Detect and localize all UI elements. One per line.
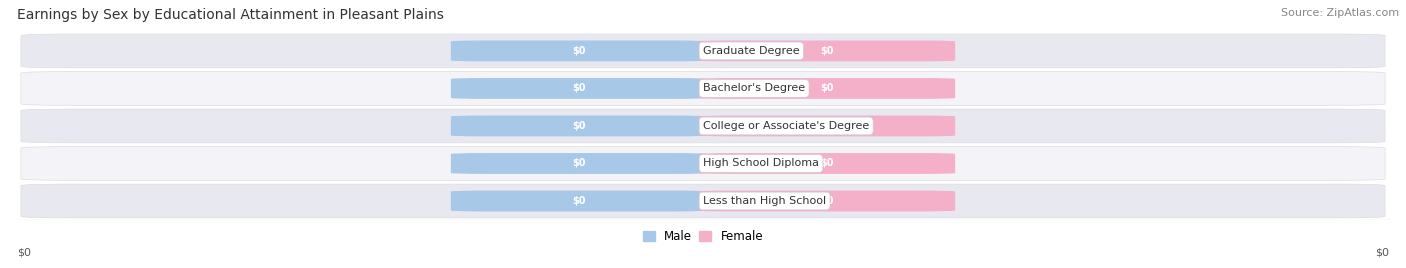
Text: $0: $0 [17, 247, 31, 257]
Text: Source: ZipAtlas.com: Source: ZipAtlas.com [1281, 8, 1399, 18]
FancyBboxPatch shape [451, 116, 707, 136]
Text: $0: $0 [820, 121, 834, 131]
FancyBboxPatch shape [699, 153, 955, 174]
Text: $0: $0 [820, 46, 834, 56]
Legend: Male, Female: Male, Female [638, 225, 768, 248]
FancyBboxPatch shape [699, 116, 955, 136]
FancyBboxPatch shape [21, 72, 1385, 105]
Text: Earnings by Sex by Educational Attainment in Pleasant Plains: Earnings by Sex by Educational Attainmen… [17, 8, 444, 22]
FancyBboxPatch shape [21, 109, 1385, 143]
Text: Less than High School: Less than High School [703, 196, 827, 206]
FancyBboxPatch shape [21, 34, 1385, 68]
FancyBboxPatch shape [451, 40, 707, 61]
FancyBboxPatch shape [451, 153, 707, 174]
Text: $0: $0 [572, 196, 586, 206]
Text: $0: $0 [820, 196, 834, 206]
Text: College or Associate's Degree: College or Associate's Degree [703, 121, 869, 131]
FancyBboxPatch shape [699, 191, 955, 211]
FancyBboxPatch shape [21, 184, 1385, 218]
Text: $0: $0 [572, 121, 586, 131]
Text: High School Diploma: High School Diploma [703, 158, 820, 169]
FancyBboxPatch shape [699, 78, 955, 99]
Text: Bachelor's Degree: Bachelor's Degree [703, 83, 806, 94]
FancyBboxPatch shape [21, 147, 1385, 180]
Text: $0: $0 [820, 158, 834, 169]
Text: $0: $0 [572, 158, 586, 169]
Text: $0: $0 [572, 83, 586, 94]
Text: $0: $0 [572, 46, 586, 56]
Text: $0: $0 [820, 83, 834, 94]
FancyBboxPatch shape [451, 191, 707, 211]
Text: Graduate Degree: Graduate Degree [703, 46, 800, 56]
Text: $0: $0 [1375, 247, 1389, 257]
FancyBboxPatch shape [699, 40, 955, 61]
FancyBboxPatch shape [451, 78, 707, 99]
